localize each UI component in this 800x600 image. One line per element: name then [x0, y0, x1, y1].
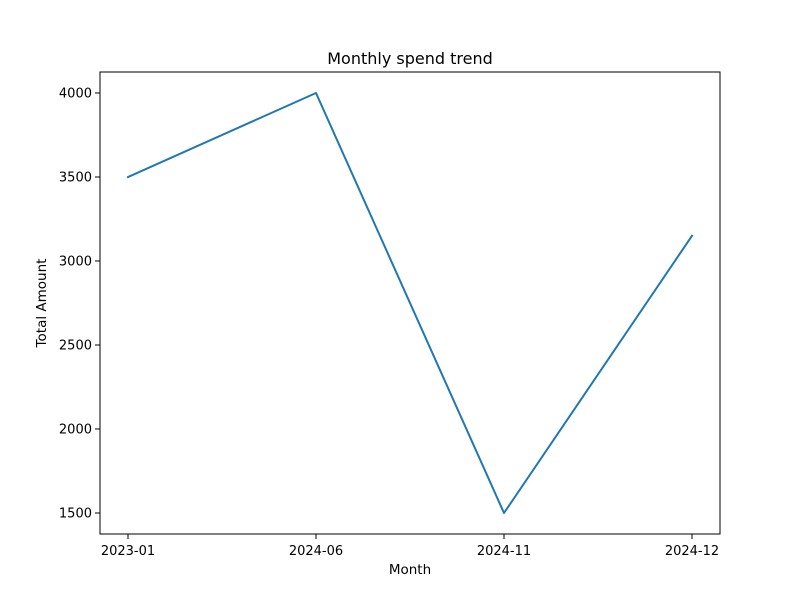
x-tick-label: 2024-12: [665, 544, 719, 559]
x-tick-label: 2024-06: [289, 544, 343, 559]
x-tick-label: 2024-11: [477, 544, 531, 559]
y-axis: 1500 2000 2500 3000 3500 4000: [59, 87, 100, 522]
x-tick-label: 2023-01: [101, 544, 155, 559]
y-tick-label: 4000: [59, 87, 92, 102]
y-tick-label: 2000: [59, 423, 92, 438]
series-line: [126, 92, 694, 514]
y-axis-title: Total Amount: [34, 259, 50, 349]
plot-frame: [99, 71, 721, 535]
x-axis-title: Month: [389, 562, 431, 578]
chart-title: Monthly spend trend: [327, 49, 493, 68]
y-tick-label: 3000: [59, 255, 92, 270]
x-axis: 2023-01 2024-06 2024-11 2024-12: [101, 534, 719, 559]
y-tick-label: 1500: [59, 507, 92, 522]
plot-area: [99, 71, 721, 535]
y-tick-label: 3500: [59, 171, 92, 186]
series-layer: [126, 92, 694, 514]
y-tick-label: 2500: [59, 339, 92, 354]
